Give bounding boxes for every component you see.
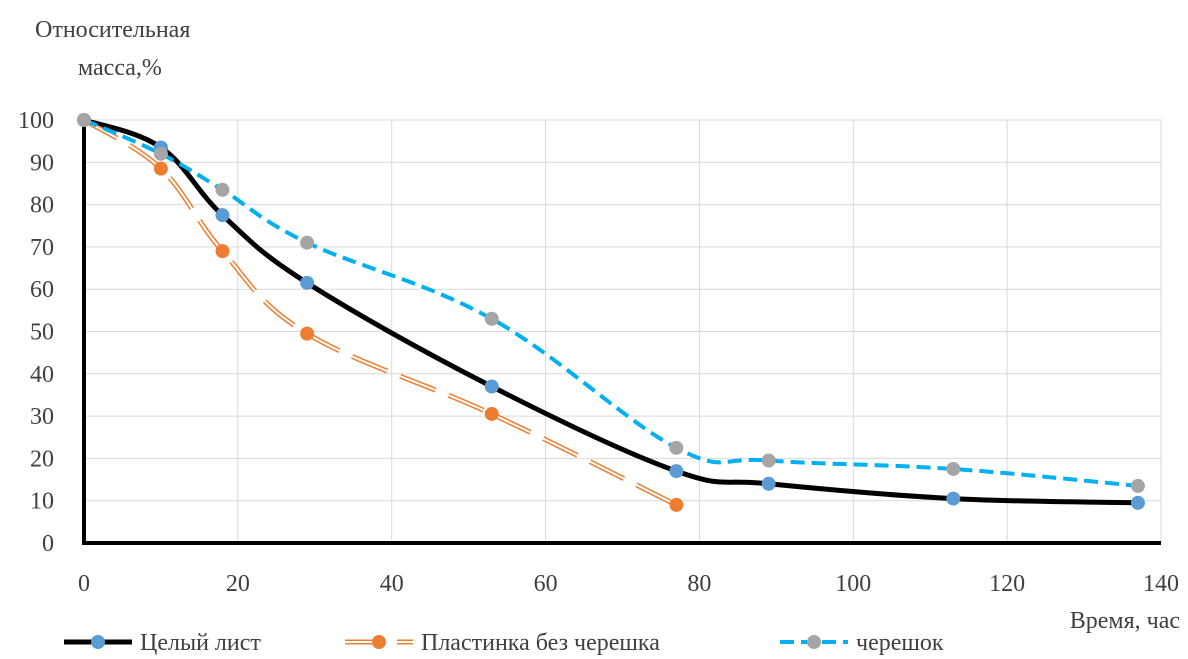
x-tick-label: 140: [1143, 571, 1179, 597]
legend-marker: [372, 635, 386, 649]
data-point: [77, 113, 91, 127]
series-line-inner: [83, 119, 677, 506]
y-tick-label: 80: [30, 193, 54, 219]
data-point: [215, 244, 230, 259]
y-tick-label: 30: [30, 404, 54, 430]
y-tick-label: 10: [30, 489, 54, 515]
series-whole-leaf: [83, 117, 1138, 506]
series-petiole: [83, 118, 1139, 488]
legend-label: Пластинка без черешка: [421, 630, 660, 656]
data-point: [153, 161, 168, 176]
data-point: [1130, 495, 1145, 510]
x-axis-title: Время, час: [1070, 608, 1180, 634]
data-point: [153, 146, 168, 161]
legend-item-blade-without-petiole: Пластинка без черешка: [345, 630, 660, 656]
x-tick-label: 40: [380, 571, 404, 597]
data-point: [300, 326, 315, 341]
legend-marker: [807, 635, 821, 649]
x-tick-label: 0: [78, 571, 90, 597]
data-point: [761, 453, 776, 468]
y-tick-label: 90: [30, 150, 54, 176]
series-line: [83, 118, 1139, 488]
data-point: [669, 440, 684, 455]
y-tick-label: 0: [42, 531, 54, 557]
data-point: [484, 379, 499, 394]
x-tick-label: 100: [835, 571, 871, 597]
markers-whole-leaf: [77, 113, 1145, 510]
legend-label: черешок: [856, 630, 944, 656]
legend-marker: [91, 635, 105, 649]
data-point: [300, 235, 315, 250]
data-point: [484, 311, 499, 326]
data-point: [669, 497, 684, 512]
y-tick-label: 50: [30, 320, 54, 346]
data-point: [669, 464, 684, 479]
legend-label: Целый лист: [140, 630, 261, 656]
legend-item-whole-leaf: Целый лист: [64, 630, 261, 656]
series-blade-without-petiole: [82, 117, 678, 508]
y-tick-label: 70: [30, 235, 54, 261]
data-point: [1130, 478, 1145, 493]
series-group: [77, 113, 1145, 512]
x-tick-label: 60: [534, 571, 558, 597]
data-point: [215, 182, 230, 197]
legend: Целый лист Пластинка без черешка черешок: [64, 630, 944, 656]
data-point: [946, 491, 961, 506]
markers-petiole: [77, 113, 1145, 493]
data-point: [215, 208, 230, 223]
series-line: [82, 117, 678, 508]
data-point: [484, 406, 499, 421]
y-axis-title-line1: Относительная: [35, 17, 190, 43]
y-tick-label: 20: [30, 446, 54, 472]
x-tick-label: 120: [989, 571, 1025, 597]
y-axis-title-line2: масса,%: [78, 55, 162, 81]
x-tick-label: 20: [226, 571, 250, 597]
data-point: [946, 461, 961, 476]
grid-lines: [84, 119, 1162, 543]
y-tick-label: 60: [30, 277, 54, 303]
data-point: [300, 275, 315, 290]
y-tick-label: 40: [30, 362, 54, 388]
axes: [82, 120, 1161, 545]
tick-labels: 0 10 20 30 40 50 60 70 80 90 100 0 20 40 60 80 100 120 140: [18, 108, 1179, 597]
y-tick-label: 100: [18, 108, 54, 134]
data-point: [761, 476, 776, 491]
markers-blade-without-petiole: [77, 113, 684, 512]
x-tick-label: 80: [687, 571, 711, 597]
series-line: [83, 117, 1138, 506]
legend-item-petiole: черешок: [780, 630, 944, 656]
